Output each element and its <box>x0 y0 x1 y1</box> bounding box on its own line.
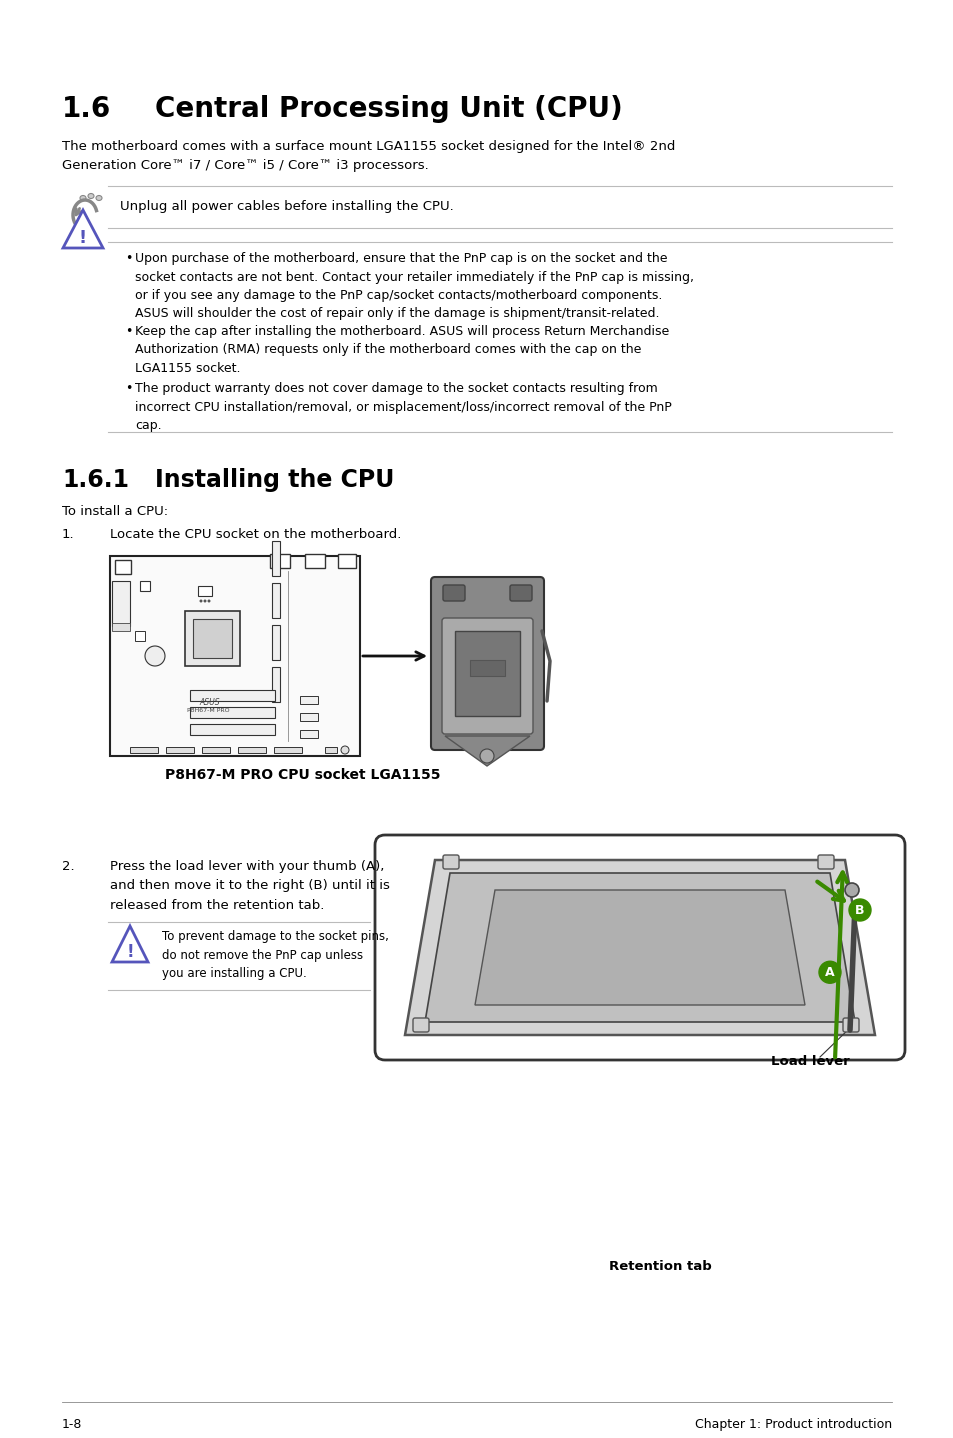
Polygon shape <box>475 890 804 1005</box>
Bar <box>202 746 230 754</box>
Text: Installing the CPU: Installing the CPU <box>154 467 394 492</box>
Text: 1.: 1. <box>62 528 74 541</box>
Polygon shape <box>444 736 530 766</box>
Bar <box>193 618 232 659</box>
Circle shape <box>848 899 870 920</box>
Polygon shape <box>112 926 148 962</box>
Text: To prevent damage to the socket pins,
do not remove the PnP cap unless
you are i: To prevent damage to the socket pins, do… <box>162 930 389 981</box>
Ellipse shape <box>88 194 94 198</box>
Text: 1-8: 1-8 <box>62 1418 82 1431</box>
Text: •: • <box>125 252 132 265</box>
FancyBboxPatch shape <box>442 856 458 869</box>
Text: Locate the CPU socket on the motherboard.: Locate the CPU socket on the motherboard… <box>110 528 401 541</box>
Text: ASUS: ASUS <box>199 697 220 707</box>
Bar <box>112 623 130 631</box>
Circle shape <box>844 883 858 897</box>
Bar <box>112 581 130 626</box>
Ellipse shape <box>80 196 86 200</box>
Bar <box>140 581 150 591</box>
Bar <box>299 731 317 738</box>
Bar <box>272 626 280 660</box>
Bar <box>270 554 290 568</box>
Circle shape <box>818 961 841 984</box>
FancyBboxPatch shape <box>510 585 532 601</box>
Bar <box>274 746 302 754</box>
Text: !: ! <box>126 943 133 961</box>
Text: Retention tab: Retention tab <box>608 1260 711 1273</box>
Text: Chapter 1: Product introduction: Chapter 1: Product introduction <box>694 1418 891 1431</box>
Bar <box>272 667 280 702</box>
Bar <box>337 554 355 568</box>
Text: Unplug all power cables before installing the CPU.: Unplug all power cables before installin… <box>120 200 454 213</box>
Ellipse shape <box>96 196 102 200</box>
Text: •: • <box>125 325 132 338</box>
Bar <box>299 696 317 705</box>
Bar <box>272 541 280 577</box>
Circle shape <box>479 749 494 764</box>
FancyBboxPatch shape <box>375 835 904 1060</box>
Bar <box>115 559 131 574</box>
Text: Load lever: Load lever <box>770 1055 848 1068</box>
Bar <box>470 660 504 676</box>
Text: To install a CPU:: To install a CPU: <box>62 505 168 518</box>
Text: 2.: 2. <box>62 860 74 873</box>
Text: B: B <box>854 903 863 916</box>
Text: The product warranty does not cover damage to the socket contacts resulting from: The product warranty does not cover dama… <box>135 383 671 431</box>
Text: A: A <box>824 966 834 979</box>
Text: The motherboard comes with a surface mount LGA1155 socket designed for the Intel: The motherboard comes with a surface mou… <box>62 139 675 173</box>
Bar <box>455 631 519 716</box>
Circle shape <box>145 646 165 666</box>
Text: P8H67-M PRO: P8H67-M PRO <box>187 707 229 713</box>
FancyBboxPatch shape <box>431 577 543 751</box>
Text: P8H67-M PRO CPU socket LGA1155: P8H67-M PRO CPU socket LGA1155 <box>165 768 440 782</box>
FancyBboxPatch shape <box>441 618 533 733</box>
Bar <box>190 707 274 718</box>
Text: !: ! <box>79 229 87 247</box>
Text: Press the load lever with your thumb (A),
and then move it to the right (B) unti: Press the load lever with your thumb (A)… <box>110 860 390 912</box>
Bar <box>237 746 266 754</box>
Text: Keep the cap after installing the motherboard. ASUS will process Return Merchand: Keep the cap after installing the mother… <box>135 325 669 375</box>
Text: Central Processing Unit (CPU): Central Processing Unit (CPU) <box>154 95 622 124</box>
FancyBboxPatch shape <box>413 1018 429 1032</box>
Bar <box>325 746 336 754</box>
Circle shape <box>199 600 202 603</box>
Polygon shape <box>63 210 103 247</box>
Bar <box>110 557 359 756</box>
Text: Upon purchase of the motherboard, ensure that the PnP cap is on the socket and t: Upon purchase of the motherboard, ensure… <box>135 252 693 321</box>
Polygon shape <box>424 873 854 1022</box>
Bar <box>305 554 325 568</box>
Bar <box>198 587 212 595</box>
Text: 1.6.1: 1.6.1 <box>62 467 129 492</box>
Bar <box>130 746 158 754</box>
Bar <box>299 713 317 720</box>
Bar <box>190 723 274 735</box>
Text: 1.6: 1.6 <box>62 95 112 124</box>
Bar <box>135 631 145 641</box>
FancyBboxPatch shape <box>842 1018 858 1032</box>
FancyBboxPatch shape <box>817 856 833 869</box>
Circle shape <box>203 600 206 603</box>
Bar <box>166 746 193 754</box>
Circle shape <box>340 746 349 754</box>
FancyBboxPatch shape <box>442 585 464 601</box>
Polygon shape <box>405 860 874 1035</box>
Bar <box>272 582 280 618</box>
Text: •: • <box>125 383 132 395</box>
Bar <box>190 690 274 700</box>
Circle shape <box>208 600 211 603</box>
Bar <box>185 611 240 666</box>
